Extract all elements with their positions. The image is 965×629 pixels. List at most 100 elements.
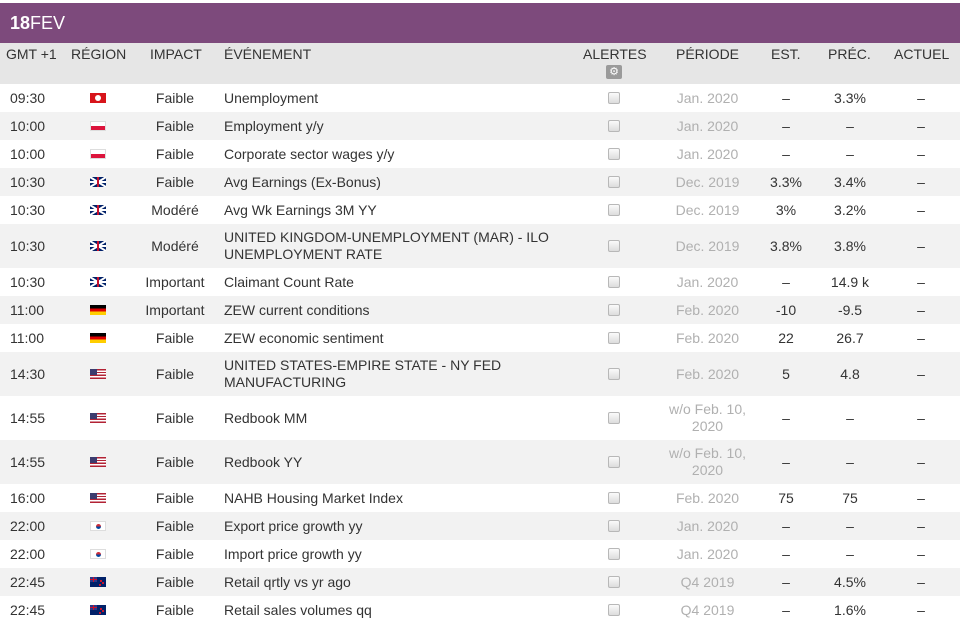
event-estimate: – [782,146,790,162]
event-region [85,84,111,112]
col-est-header: EST. [771,46,801,62]
event-period: Feb. 2020 [675,489,740,506]
date-day: 18 [10,13,31,33]
alert-checkbox[interactable] [608,92,620,104]
event-impact: Faible [155,410,195,426]
event-estimate: 22 [778,330,794,346]
table-row[interactable]: 09:30 Faible Unemployment Jan. 2020 – 3.3% – [0,84,960,112]
table-row[interactable]: 14:30 Faible UNITED STATES-EMPIRE STATE - … [0,352,960,396]
alert-checkbox[interactable] [608,304,620,316]
col-actual-header: ACTUEL [894,46,950,62]
date-header: 18FEV [0,3,960,43]
event-name[interactable]: NAHB Housing Market Index [224,489,403,506]
alert-checkbox[interactable] [608,456,620,468]
new-zealand-flag-icon [90,577,106,587]
event-name[interactable]: Avg Wk Earnings 3M YY [224,201,377,218]
alert-checkbox[interactable] [608,520,620,532]
col-prev-header: PRÉC. [828,46,871,62]
event-name[interactable]: Corporate sector wages y/y [224,145,395,162]
event-name[interactable]: Claimant Count Rate [224,273,354,290]
event-period: Jan. 2020 [676,89,739,106]
col-alerts-header: ALERTES [583,46,647,62]
table-row[interactable]: 10:30 Faible Avg Earnings (Ex-Bonus) Dec. 2… [0,168,960,196]
alert-checkbox[interactable] [608,240,620,252]
event-name[interactable]: Avg Earnings (Ex-Bonus) [224,173,381,190]
table-row[interactable]: 22:45 Faible Retail sales volumes qq Q4 201… [0,596,960,624]
table-row[interactable]: 14:55 Faible Redbook MM w/o Feb. 10, 2020 – –… [0,396,960,440]
event-alert [604,596,624,624]
event-impact: Modéré [151,238,199,254]
event-name[interactable]: ZEW economic sentiment [224,329,384,346]
table-row[interactable]: 14:55 Faible Redbook YY w/o Feb. 10, 2020 – –… [0,440,960,484]
col-region-header: RÉGION [71,46,127,62]
event-name[interactable]: Redbook YY [224,453,303,470]
gear-icon[interactable]: ⚙ [606,65,622,79]
event-period: Jan. 2020 [676,145,739,162]
alert-checkbox[interactable] [608,332,620,344]
event-name[interactable]: Employment y/y [224,117,324,134]
alert-checkbox[interactable] [608,368,620,380]
germany-flag-icon [90,333,106,343]
alert-checkbox[interactable] [608,276,620,288]
event-previous: 75 [842,490,858,506]
table-row[interactable]: 10:30 Important Claimant Count Rate Jan. 20… [0,268,960,296]
event-estimate: 75 [778,490,794,506]
table-row[interactable]: 22:00 Faible Export price growth yy Jan. 20… [0,512,960,540]
event-time: 14:55 [10,410,46,426]
event-estimate: 3% [775,202,797,218]
event-name[interactable]: Export price growth yy [224,517,363,534]
event-period: Feb. 2020 [675,365,740,382]
alert-checkbox[interactable] [608,604,620,616]
event-alert [604,352,624,396]
alert-checkbox[interactable] [608,576,620,588]
us-flag-icon [90,493,106,503]
event-name[interactable]: Unemployment [224,89,319,106]
event-alert [604,540,624,568]
event-alert [604,296,624,324]
event-name[interactable]: ZEW current conditions [224,301,370,318]
event-alert [604,140,624,168]
event-name[interactable]: UNITED KINGDOM-UNEMPLOYMENT (MAR) - ILO … [224,229,549,262]
table-row[interactable]: 16:00 Faible NAHB Housing Market Index Feb.… [0,484,960,512]
table-row[interactable]: 10:00 Faible Corporate sector wages y/y Jan… [0,140,960,168]
event-actual: – [917,454,925,470]
col-period-header: PÉRIODE [676,46,740,62]
event-name[interactable]: UNITED STATES-EMPIRE STATE - NY FED MANU… [224,357,502,390]
event-alert [604,396,624,440]
alert-checkbox[interactable] [608,176,620,188]
date-month: FEV [30,13,66,33]
event-time: 14:55 [10,454,46,470]
south-korea-flag-icon [90,521,106,531]
event-name[interactable]: Retail qrtly vs yr ago [224,573,351,590]
alert-checkbox[interactable] [608,412,620,424]
event-name[interactable]: Redbook MM [224,409,308,426]
alert-checkbox[interactable] [608,548,620,560]
event-actual: – [917,146,925,162]
event-previous: 4.5% [834,574,866,590]
table-row[interactable]: 10:00 Faible Employment y/y Jan. 2020 – – – [0,112,960,140]
table-row[interactable]: 10:30 Modéré UNITED KINGDOM-UNEMPLOYMENT (… [0,224,960,268]
event-region [85,512,111,540]
poland-flag-icon [90,121,106,131]
alert-checkbox[interactable] [608,204,620,216]
table-row[interactable]: 11:00 Faible ZEW economic sentiment Feb. 20… [0,324,960,352]
alert-checkbox[interactable] [608,492,620,504]
event-impact: Faible [155,118,195,134]
event-actual: – [917,518,925,534]
event-impact: Faible [155,330,195,346]
event-period: Jan. 2020 [676,517,739,534]
alert-checkbox[interactable] [608,148,620,160]
table-row[interactable]: 10:30 Modéré Avg Wk Earnings 3M YY Dec. 201… [0,196,960,224]
table-row[interactable]: 22:45 Faible Retail qrtly vs yr ago Q4 2019… [0,568,960,596]
event-estimate: 3.8% [770,238,802,254]
us-flag-icon [90,413,106,423]
table-row[interactable]: 22:00 Faible Import price growth yy Jan. 20… [0,540,960,568]
event-time: 16:00 [10,490,46,506]
alert-checkbox[interactable] [608,120,620,132]
event-period: Dec. 2019 [675,173,740,190]
table-row[interactable]: 11:00 Important ZEW current conditions Feb.… [0,296,960,324]
event-name[interactable]: Import price growth yy [224,545,362,562]
event-name[interactable]: Retail sales volumes qq [224,601,372,618]
event-alert [604,84,624,112]
event-estimate: – [782,546,790,562]
